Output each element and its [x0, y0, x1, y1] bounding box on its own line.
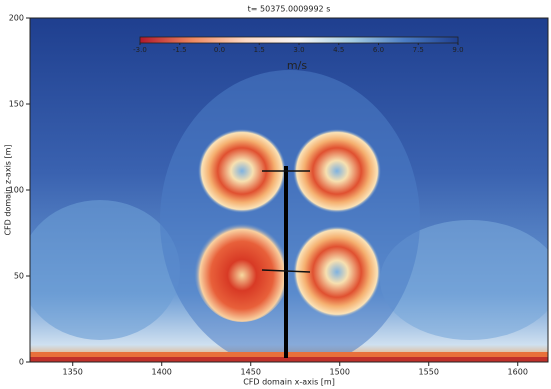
- colorbar-tick-label: 7.5: [413, 46, 424, 54]
- colorbar-label: m/s: [287, 59, 307, 72]
- colorbar-tick-label: 0.0: [214, 46, 225, 54]
- x-tick-label: 1400: [152, 368, 172, 377]
- x-axis-label: CFD domain x-axis [m]: [243, 378, 335, 387]
- colorbar-tick-label: 9.0: [452, 46, 463, 54]
- y-tick-label: 150: [9, 100, 24, 109]
- colorbar-tick-label: 6.0: [373, 46, 384, 54]
- x-tick-label: 1350: [63, 368, 83, 377]
- field: [20, 18, 551, 370]
- colorbar-tick-label: 1.5: [254, 46, 265, 54]
- y-tick-label: 50: [14, 272, 24, 281]
- colorbar-tick-label: -1.5: [173, 46, 187, 54]
- y-tick-label: 200: [9, 14, 24, 23]
- x-tick-label: 1500: [330, 368, 350, 377]
- chart-title: t= 50375.0009992 s: [248, 5, 331, 14]
- colorbar-tick-label: -3.0: [133, 46, 147, 54]
- x-tick-label: 1550: [419, 368, 439, 377]
- y-tick-label: 0: [19, 358, 24, 367]
- colorbar: [140, 37, 458, 43]
- x-tick-label: 1600: [508, 368, 528, 377]
- x-tick-label: 1450: [241, 368, 261, 377]
- y-tick-label: 100: [9, 186, 24, 195]
- chart: t= 50375.0009992 s CFD domain x-axis [m]…: [0, 0, 551, 389]
- colorbar-tick-label: 3.0: [293, 46, 304, 54]
- colorbar-tick-label: 4.5: [333, 46, 344, 54]
